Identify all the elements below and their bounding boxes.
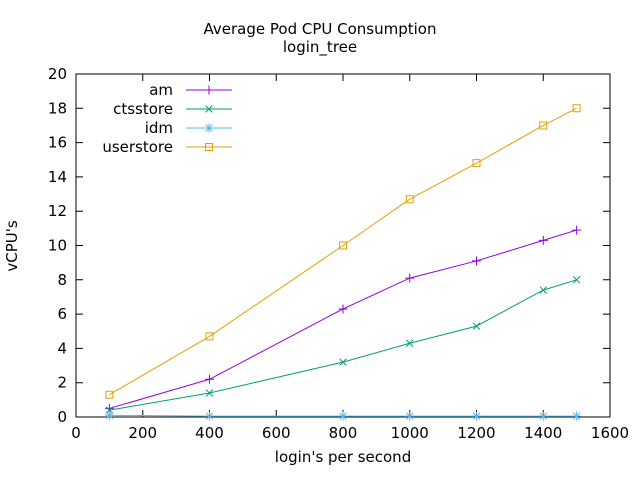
series-marker-idm [472,411,481,421]
series-marker-userstore [205,332,214,341]
x-tick-label: 400 [195,424,224,442]
legend-item-userstore: userstore [102,138,232,156]
series-marker-ctsstore [405,339,414,348]
legend-label: idm [145,119,173,137]
x-tick-label: 1000 [391,424,429,442]
series-idm [104,410,582,421]
series-line-am [109,229,577,409]
series-marker-userstore [572,104,581,113]
legend-marker [205,105,213,113]
x-tick-label: 600 [262,424,291,442]
legend-marker [205,143,213,151]
y-tick-label: 6 [57,305,67,323]
series-line-ctsstore [109,279,577,411]
legend-item-am: am [149,81,232,99]
y-tick-label: 18 [48,99,67,117]
x-axis-label: login's per second [275,448,411,466]
y-tick-label: 12 [48,202,67,220]
x-tick-label: 200 [128,424,157,442]
legend-label: am [149,81,173,99]
series-marker-ctsstore [472,322,481,330]
legend-item-idm: idm [145,119,232,137]
series-marker-idm [538,411,548,421]
legend-item-ctsstore: ctsstore [113,100,232,118]
chart-subtitle: login_tree [283,38,357,57]
chart-title: Average Pod CPU Consumption [204,20,437,38]
series-marker-ctsstore [539,286,548,294]
series-marker-am [472,256,481,266]
series-marker-idm [338,411,348,421]
series-marker-am [538,235,548,245]
series-marker-userstore [472,159,481,168]
series-marker-am [205,374,214,384]
y-tick-label: 20 [48,65,67,83]
x-tick-label: 1400 [524,424,562,442]
x-tick-label: 1200 [457,424,495,442]
x-tick-label: 0 [71,424,81,442]
y-tick-label: 0 [57,408,67,426]
series-marker-userstore [105,390,114,399]
series-marker-ctsstore [572,276,581,284]
series-marker-idm [405,411,415,421]
series-marker-am [572,225,582,235]
series-marker-idm [205,411,214,421]
series-marker-ctsstore [339,358,347,366]
y-tick-label: 4 [57,339,67,357]
y-tick-label: 16 [48,134,67,152]
series-marker-am [405,273,415,283]
series-marker-idm [572,411,582,421]
plot-content: 0 200 400 600 800 1000 1200 1400 1600 0 2 4 6 8 10 12 14… [48,65,629,442]
legend-label: userstore [102,138,173,156]
y-tick-label: 14 [48,168,67,186]
legend-label: ctsstore [113,100,173,118]
series-am [104,225,582,413]
series-marker-userstore [339,241,347,250]
series-marker-userstore [405,195,414,204]
series-marker-userstore [539,121,548,130]
y-tick-label: 10 [48,237,67,255]
x-tick-label: 1600 [591,424,629,442]
y-axis-label: vCPU's [3,220,21,271]
series-marker-am [338,304,348,314]
series-line-userstore [109,107,577,396]
series-ctsstore [105,276,581,414]
y-tick-label: 8 [57,271,67,289]
series-marker-ctsstore [205,389,214,397]
y-tick-label: 2 [57,374,67,392]
series-marker-idm [104,410,114,420]
legend-marker [204,123,214,133]
legend-marker [204,85,214,95]
x-tick-label: 800 [329,424,358,442]
series-userstore [105,104,581,399]
